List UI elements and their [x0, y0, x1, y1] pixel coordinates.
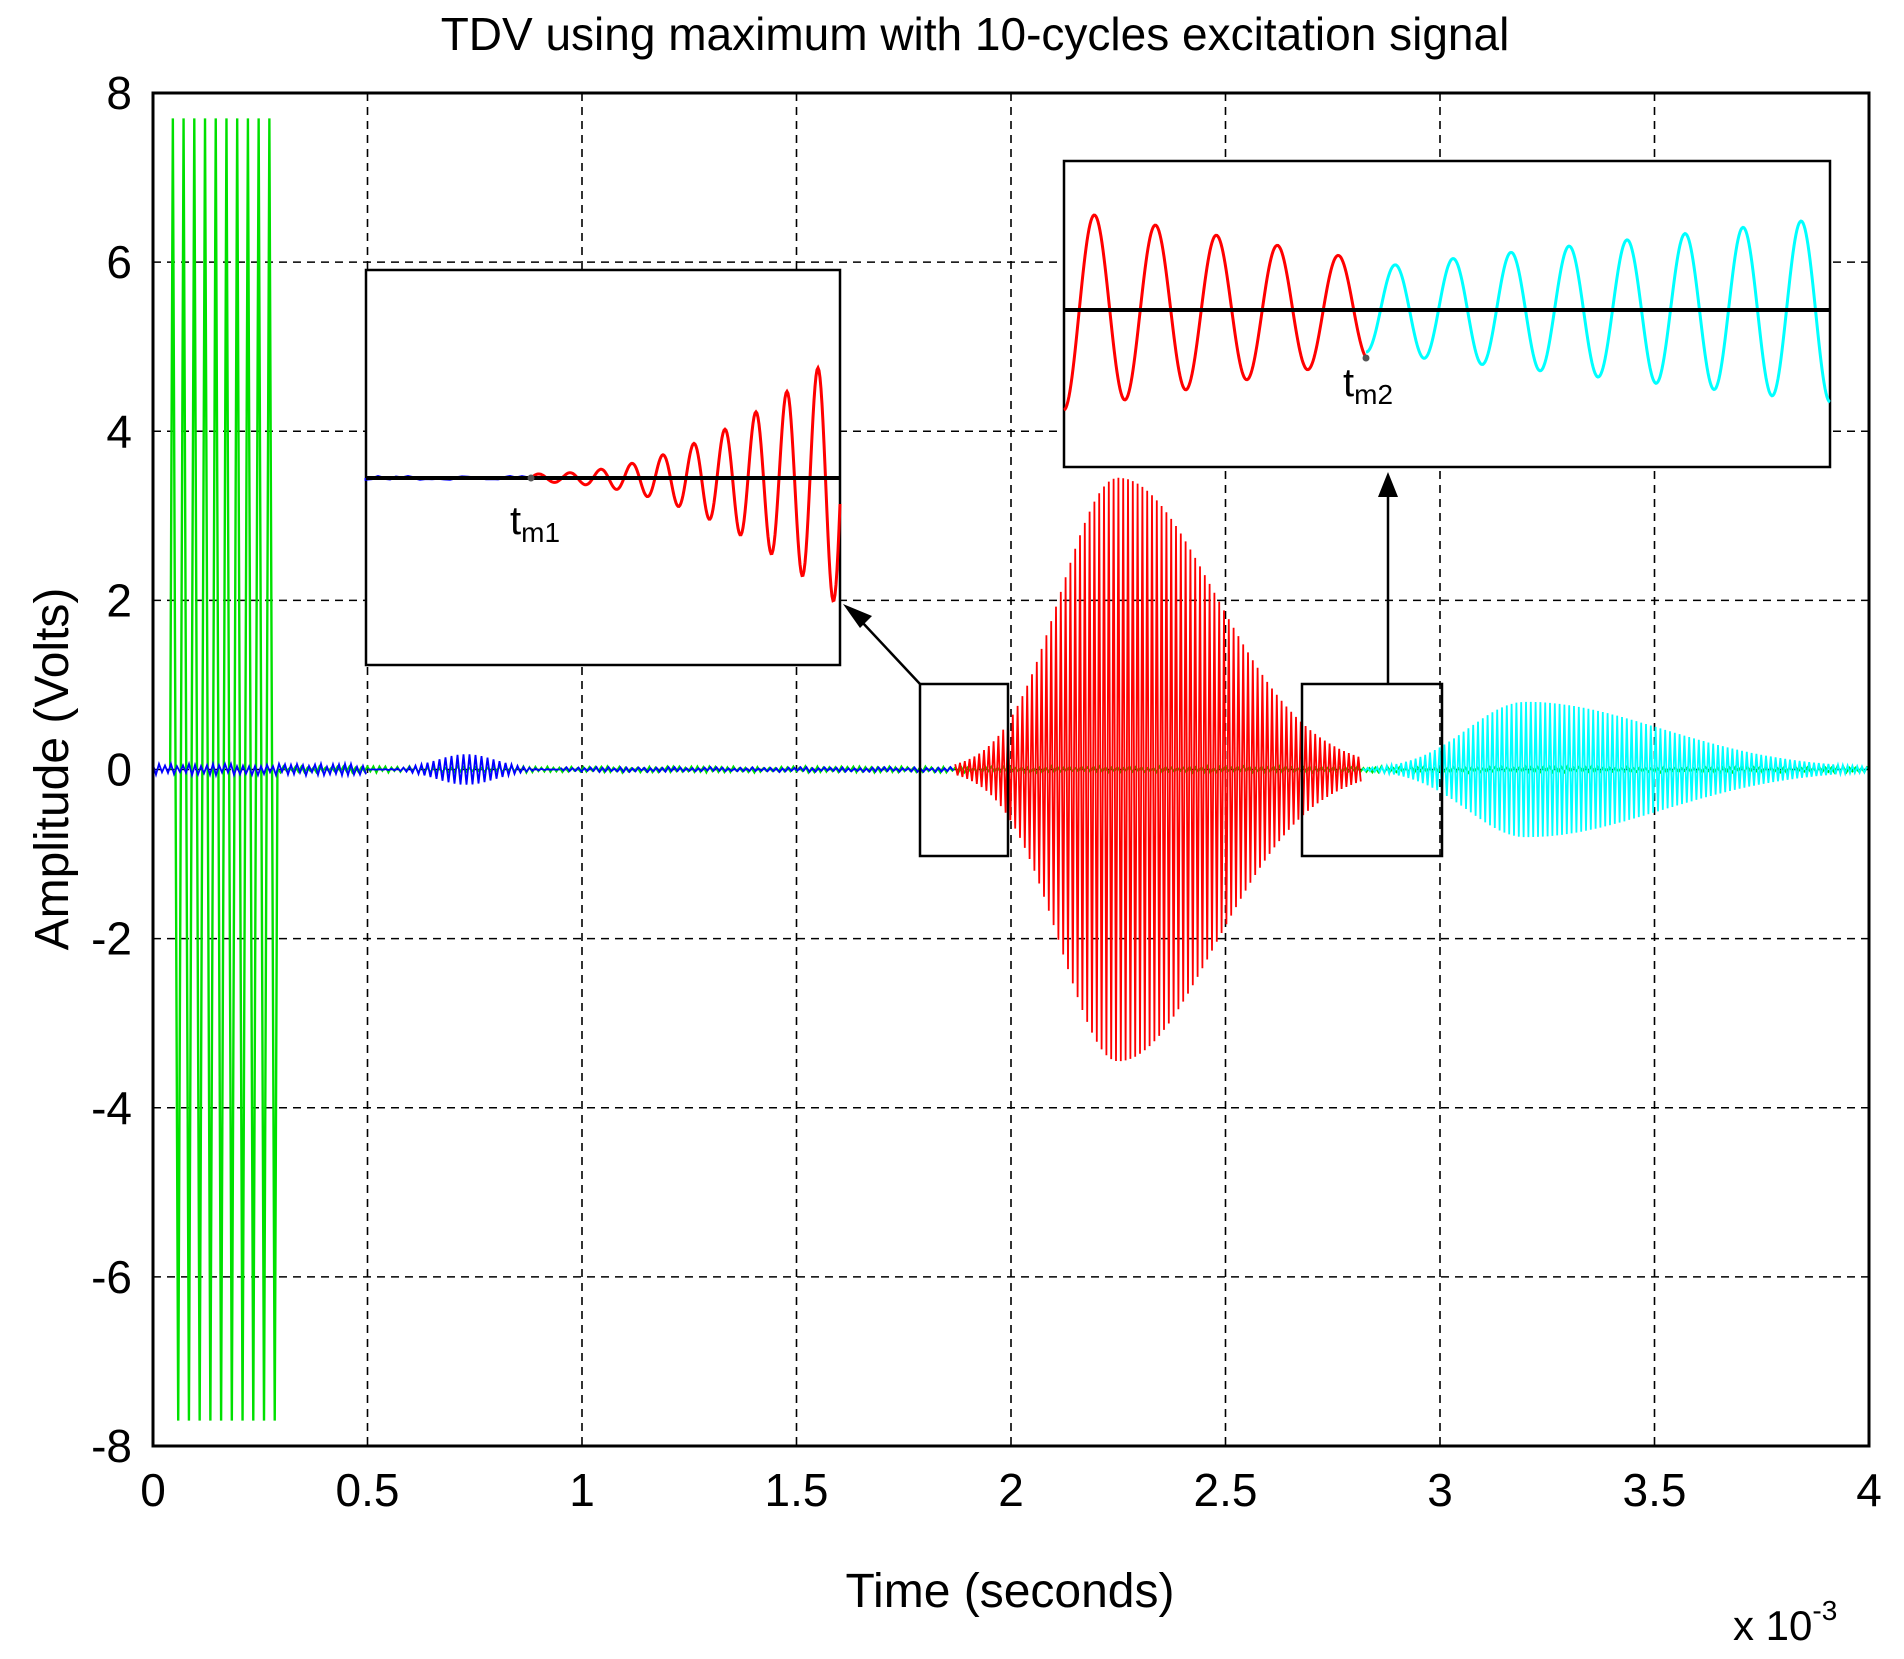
inset-1: tm1 — [364, 268, 842, 667]
inset-1-tm1-marker — [527, 474, 535, 482]
x-multiplier-exponent: -3 — [1812, 1595, 1837, 1626]
annotation-tm1: tm1 — [510, 499, 560, 548]
x-multiplier: x 10-3 — [1733, 1595, 1837, 1649]
annotation-tm2-subscript: m2 — [1354, 379, 1393, 410]
annotation-tm2: tm2 — [1343, 361, 1393, 410]
inset-2-frame — [1062, 159, 1832, 469]
y-tick-label: -2 — [91, 913, 132, 965]
series-baseline-segment — [559, 765, 955, 774]
inset-2: tm2 — [1062, 159, 1832, 469]
arrow-2-head — [1378, 472, 1398, 497]
y-tick-label: -4 — [91, 1082, 132, 1134]
y-tick-label: 4 — [106, 405, 132, 457]
x-tick-label: 3.5 — [1623, 1464, 1687, 1516]
y-axis-label: Amplitude (Volts) — [26, 588, 79, 951]
y-tick-label: -6 — [91, 1251, 132, 1303]
x-tick-label: 3 — [1427, 1464, 1453, 1516]
zoom-box-1 — [918, 682, 1010, 858]
y-tick-label: 2 — [106, 574, 132, 626]
inset-1-red-trace — [530, 364, 842, 603]
series-baseline-segment — [152, 760, 367, 779]
series-first-packet-segment — [954, 477, 1362, 1062]
plot-frame — [151, 91, 1871, 1448]
annotation-tm2-label: t — [1343, 361, 1354, 405]
x-tick-label: 1.5 — [765, 1464, 829, 1516]
annotation-tm1-subscript: m1 — [521, 517, 560, 548]
x-tick-label: 0.5 — [336, 1464, 400, 1516]
annotation-tm1-label: t — [510, 499, 521, 543]
x-tick-label: 2 — [998, 1464, 1024, 1516]
y-tick-label: 0 — [106, 744, 132, 796]
arrow-1-line — [861, 621, 921, 685]
ticks: 0 0.5 1 1.5 2 2.5 3 3.5 4 -8 -6 -4 -2 0 2 4 6 8 — [91, 67, 1882, 1516]
zoom-box-2 — [1300, 682, 1444, 858]
x-tick-label: 4 — [1856, 1464, 1882, 1516]
y-tick-label: 8 — [106, 67, 132, 119]
x-multiplier-base: x 10 — [1733, 1602, 1812, 1649]
inset-1-frame — [364, 268, 842, 667]
x-tick-label: 1 — [569, 1464, 595, 1516]
chart-title: TDV using maximum with 10-cycles excitat… — [441, 8, 1510, 60]
inset-2-cyan-trace — [1365, 219, 1831, 404]
x-axis-label: Time (seconds) — [846, 1565, 1175, 1618]
y-tick-label: -8 — [91, 1420, 132, 1472]
series-layer — [152, 118, 1869, 1421]
x-tick-label: 0 — [140, 1464, 166, 1516]
inset-2-tm2-marker — [1362, 354, 1370, 362]
arrow-1-head — [843, 604, 872, 628]
x-tick-label: 2.5 — [1194, 1464, 1258, 1516]
series-second-packet-segment — [1362, 701, 1868, 838]
y-tick-label: 6 — [106, 236, 132, 288]
series-baseline-segment — [367, 754, 560, 785]
inset-2-red-trace — [1063, 213, 1368, 412]
